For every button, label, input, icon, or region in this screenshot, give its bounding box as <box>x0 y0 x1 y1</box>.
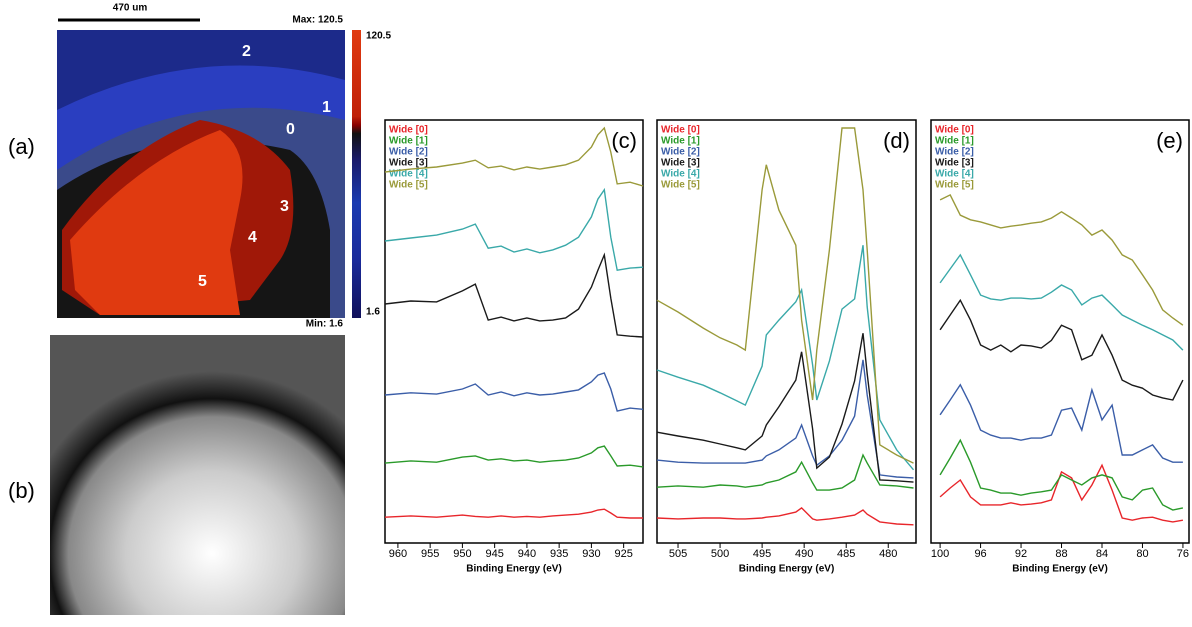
colorbar-top: 120.5 <box>366 31 391 42</box>
x-tick-label: 100 <box>931 548 949 560</box>
region-label: 3 <box>280 198 289 215</box>
spectrum-line <box>939 438 1184 511</box>
x-tick-label: 925 <box>614 548 632 560</box>
panel-label: (d) <box>883 128 910 153</box>
spectrum-line <box>384 508 643 519</box>
region-label: 0 <box>286 121 295 138</box>
x-tick-label: 945 <box>485 548 503 560</box>
legend-entry: Wide [0] <box>389 125 428 136</box>
legend-entry: Wide [1] <box>935 136 974 147</box>
x-tick-label: 505 <box>669 548 687 560</box>
spectrum-line <box>656 127 914 464</box>
spectrum-line <box>939 253 1184 351</box>
map-image <box>57 30 345 318</box>
legend-entry: Wide [0] <box>661 125 700 136</box>
legend-entry: Wide [5] <box>389 180 428 191</box>
x-tick-label: 96 <box>974 548 986 560</box>
spectrum-line <box>656 333 914 483</box>
spectrum-line <box>656 506 914 526</box>
legend-entry: Wide [5] <box>661 180 700 191</box>
x-tick-label: 490 <box>795 548 813 560</box>
x-tick-label: 480 <box>879 548 897 560</box>
x-tick-label: 485 <box>837 548 855 560</box>
x-tick-label: 495 <box>753 548 771 560</box>
legend-entry: Wide [2] <box>935 147 974 158</box>
x-tick-label: 84 <box>1096 548 1108 560</box>
region-label: 4 <box>248 229 257 246</box>
legend-entry: Wide [4] <box>661 169 700 180</box>
spectrum-line <box>656 359 914 479</box>
x-tick-label: 80 <box>1136 548 1148 560</box>
spectrum-line <box>384 252 644 338</box>
legend-entry: Wide [4] <box>389 169 428 180</box>
legend-entry: Wide [4] <box>935 169 974 180</box>
x-tick-label: 955 <box>421 548 439 560</box>
legend-entry: Wide [1] <box>661 136 700 147</box>
legend-entry: Wide [1] <box>389 136 428 147</box>
spectrum-line <box>384 372 644 412</box>
scale-label: 470 um <box>113 3 148 14</box>
x-tick-label: 960 <box>389 548 407 560</box>
legend-entry: Wide [5] <box>935 180 974 191</box>
legend-entry: Wide [2] <box>661 147 700 158</box>
spectrum-line <box>656 245 915 471</box>
legend-entry: Wide [2] <box>389 147 428 158</box>
spectrum-line <box>939 298 1184 401</box>
x-tick-label: 930 <box>582 548 600 560</box>
colorbar <box>352 30 361 318</box>
min-label: Min: 1.6 <box>306 319 344 330</box>
optical-image <box>50 335 345 615</box>
plot-frame <box>384 119 644 544</box>
max-label: Max: 120.5 <box>292 15 343 26</box>
x-tick-label: 88 <box>1055 548 1067 560</box>
x-tick-label: 92 <box>1015 548 1027 560</box>
spectrum-line <box>656 453 914 491</box>
legend-entry: Wide [0] <box>935 125 974 136</box>
colorbar-bottom: 1.6 <box>366 307 380 318</box>
panel-label: (a) <box>8 134 35 159</box>
panel-label: (b) <box>8 478 35 503</box>
x-tick-label: 500 <box>711 548 729 560</box>
x-axis-label: Binding Energy (eV) <box>739 564 835 575</box>
x-tick-label: 76 <box>1177 548 1189 560</box>
spectrum-line <box>939 383 1183 463</box>
spectrum-line <box>384 445 644 468</box>
x-tick-label: 935 <box>550 548 568 560</box>
x-axis-label: Binding Energy (eV) <box>466 564 562 575</box>
region-label: 5 <box>198 273 207 290</box>
spectrum-line <box>939 193 1184 326</box>
x-tick-label: 950 <box>453 548 471 560</box>
panel-label: (e) <box>1156 128 1183 153</box>
plot-frame <box>930 119 1190 544</box>
region-label: 2 <box>242 43 251 60</box>
plot-frame <box>656 119 917 544</box>
legend-entry: Wide [3] <box>389 158 428 169</box>
region-label: 1 <box>322 99 331 116</box>
legend-entry: Wide [3] <box>661 158 700 169</box>
x-tick-label: 940 <box>518 548 536 560</box>
x-axis-label: Binding Energy (eV) <box>1012 564 1108 575</box>
spectrum-line <box>939 463 1184 523</box>
spectrum-line <box>384 126 644 187</box>
spectrum-line <box>384 187 644 272</box>
panel-label: (c) <box>611 128 637 153</box>
legend-entry: Wide [3] <box>935 158 974 169</box>
